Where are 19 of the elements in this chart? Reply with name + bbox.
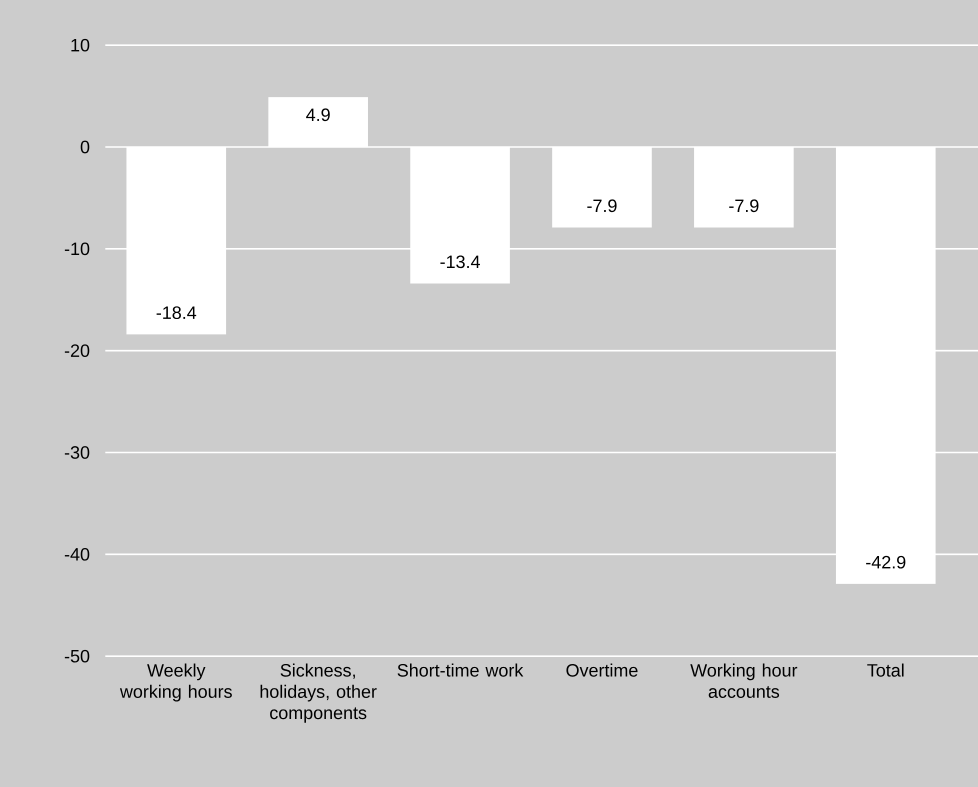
- data-label: -42.9: [866, 556, 906, 569]
- data-label: 4.9: [306, 108, 330, 122]
- y-tick-label: -20: [64, 344, 90, 358]
- y-tick-label: 0: [80, 140, 90, 154]
- data-label: -7.9: [729, 199, 758, 212]
- data-label: -7.9: [587, 199, 617, 212]
- y-tick-label: -30: [64, 446, 90, 459]
- data-label: -18.4: [156, 306, 196, 320]
- y-tick-label: 10: [71, 38, 90, 52]
- data-label: -13.4: [440, 255, 480, 268]
- y-tick-label: -50: [64, 650, 90, 663]
- x-tick-label: Working hour accounts: [690, 664, 798, 698]
- x-tick-label: Weekly working hours: [120, 664, 232, 702]
- x-tick-label: Total: [867, 664, 904, 677]
- y-tick-label: -10: [64, 242, 90, 256]
- x-tick-label: Sickness, holidays, other components: [260, 664, 377, 723]
- x-tick-label: Short-time work: [398, 664, 524, 677]
- y-tick-label: -40: [64, 548, 90, 561]
- x-tick-label: Overtime: [566, 664, 638, 677]
